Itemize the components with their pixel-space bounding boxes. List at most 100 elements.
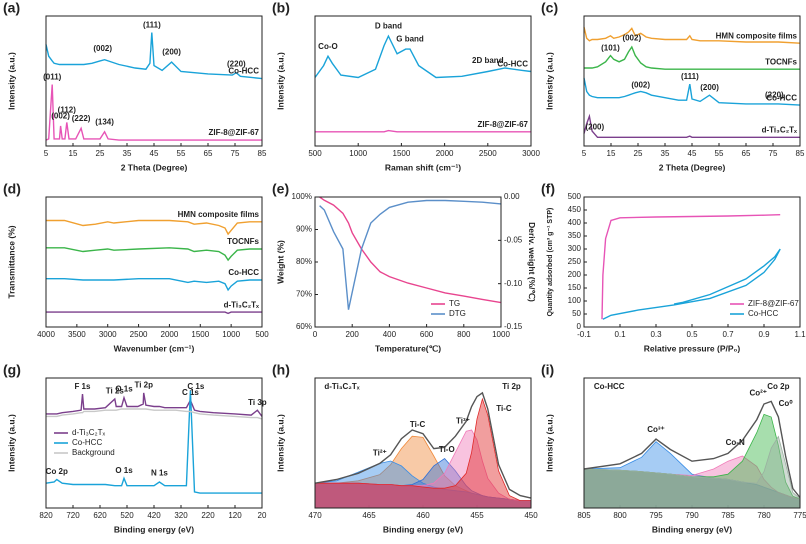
y2-tick-label: -0.15: [504, 322, 523, 331]
x-tick-label: 25: [634, 149, 643, 158]
series-line: [601, 214, 781, 320]
annotation: O 1s: [115, 384, 133, 393]
y-tick-label: 0: [577, 322, 582, 331]
y-tick-label: 350: [568, 231, 582, 240]
series-line: [602, 248, 781, 320]
series-line: [46, 278, 262, 292]
x-tick-label: 5: [582, 149, 587, 158]
plot-frame: [583, 377, 801, 509]
x-tick-label: 795: [649, 511, 663, 520]
x-tick-label: 35: [661, 149, 670, 158]
y-tick-label: 400: [568, 218, 582, 227]
annotation: N 1s: [151, 468, 168, 477]
annotation: (112): [58, 106, 77, 115]
annotation: (111): [681, 72, 699, 81]
x-axis-label: Binding energy (eV): [114, 524, 194, 534]
panel-label: (i): [541, 362, 554, 378]
y2-tick-label: -0.05: [504, 235, 523, 244]
annotation: Co-HCC: [594, 382, 625, 391]
x-tick-label: 35: [123, 149, 132, 158]
x-tick-label: 0.7: [722, 330, 734, 339]
y2-tick-label: -0.10: [504, 279, 523, 288]
series-label: ZIF-8@ZIF-67: [209, 128, 260, 137]
plot-frame: [314, 196, 502, 328]
series-line: [315, 129, 531, 133]
plot-frame: [583, 196, 801, 328]
annotation: (200): [700, 83, 719, 92]
annotation: Co 2p: [767, 382, 789, 391]
x-axis-label: Wavenumber (cm⁻¹): [114, 343, 195, 353]
x-tick-label: 2000: [436, 149, 454, 158]
legend-label: Co-HCC: [748, 309, 778, 318]
x-tick-label: 805: [577, 511, 591, 520]
annotation: (220): [765, 90, 784, 99]
series-label: d-Ti₃C₂Tₓ: [224, 300, 259, 309]
annotation: Ti-O: [439, 445, 455, 454]
x-axis-label: Relative pressure (P/P₀): [644, 343, 741, 353]
y-axis-label: Intensity (a.u.): [6, 414, 16, 472]
panel-label: (f): [541, 181, 555, 197]
panel-label: (h): [272, 362, 290, 378]
annotation: F 1s: [74, 382, 91, 391]
annotation: (134): [95, 117, 114, 126]
annotation: (002): [622, 33, 641, 42]
plot-frame: [583, 15, 801, 147]
x-tick-label: 45: [150, 149, 159, 158]
x-tick-label: 3500: [68, 330, 86, 339]
series-line: [319, 196, 502, 304]
x-tick-label: 320: [174, 511, 188, 520]
x-tick-label: 0.3: [650, 330, 662, 339]
plot-frame: [45, 196, 263, 328]
y-tick-label: 450: [568, 205, 582, 214]
x-tick-label: 775: [793, 511, 806, 520]
series-line: [314, 34, 532, 79]
annotation: (200): [162, 48, 181, 57]
x-axis-label: Temperature(℃): [375, 343, 441, 353]
legend-label: ZIF-8@ZIF-67: [748, 299, 799, 308]
x-tick-label: 420: [147, 511, 161, 520]
x-tick-label: 75: [231, 149, 240, 158]
annotation: Co⁰: [779, 399, 794, 408]
x-axis-label: Binding energy (eV): [652, 524, 732, 534]
annotation: D band: [375, 22, 402, 31]
x-tick-label: 470: [308, 511, 322, 520]
x-tick-label: 400: [383, 330, 397, 339]
series-label: Co-HCC: [228, 268, 259, 277]
y2-tick-label: 0.00: [504, 192, 520, 201]
annotation: d-Ti₃C₂Tₓ: [324, 382, 359, 391]
x-axis-label: Raman shift (cm⁻¹): [385, 162, 461, 172]
x-tick-label: 455: [470, 511, 484, 520]
y-tick-label: 150: [568, 283, 582, 292]
series-line: [46, 311, 262, 315]
series-line: [319, 199, 502, 310]
y-tick-label: 300: [568, 244, 582, 253]
x-tick-label: 790: [685, 511, 699, 520]
annotation: C 1s: [187, 382, 204, 391]
x-tick-label: 3000: [522, 149, 540, 158]
panel-label: (a): [3, 0, 20, 16]
legend-label: TG: [449, 299, 460, 308]
series-label: Co-HCC: [228, 67, 259, 76]
annotation: (220): [227, 60, 246, 69]
annotation: O 1s: [115, 466, 133, 475]
x-tick-label: 15: [607, 149, 616, 158]
x-tick-label: 1500: [393, 149, 411, 158]
x-tick-label: 5: [44, 149, 49, 158]
series-label: Co-HCC: [766, 93, 797, 102]
series-label: HMN composite films: [178, 210, 260, 219]
annotation: 2D band: [472, 56, 504, 65]
x-tick-label: 1.1: [794, 330, 806, 339]
series-label: HMN composite films: [716, 31, 798, 40]
annotation: G band: [396, 35, 424, 44]
annotation: Ti 2s: [106, 387, 125, 396]
y-axis-label: Intensity (a.u.): [275, 414, 285, 472]
y-axis-label: Transmittance (%): [6, 225, 16, 298]
plot-frame: [314, 15, 532, 147]
x-tick-label: 520: [120, 511, 134, 520]
x-tick-label: 3000: [99, 330, 117, 339]
series-line: [46, 247, 262, 262]
legend-label: Co-HCC: [72, 438, 102, 447]
annotation: Co-O: [318, 42, 338, 51]
x-tick-label: 600: [420, 330, 434, 339]
